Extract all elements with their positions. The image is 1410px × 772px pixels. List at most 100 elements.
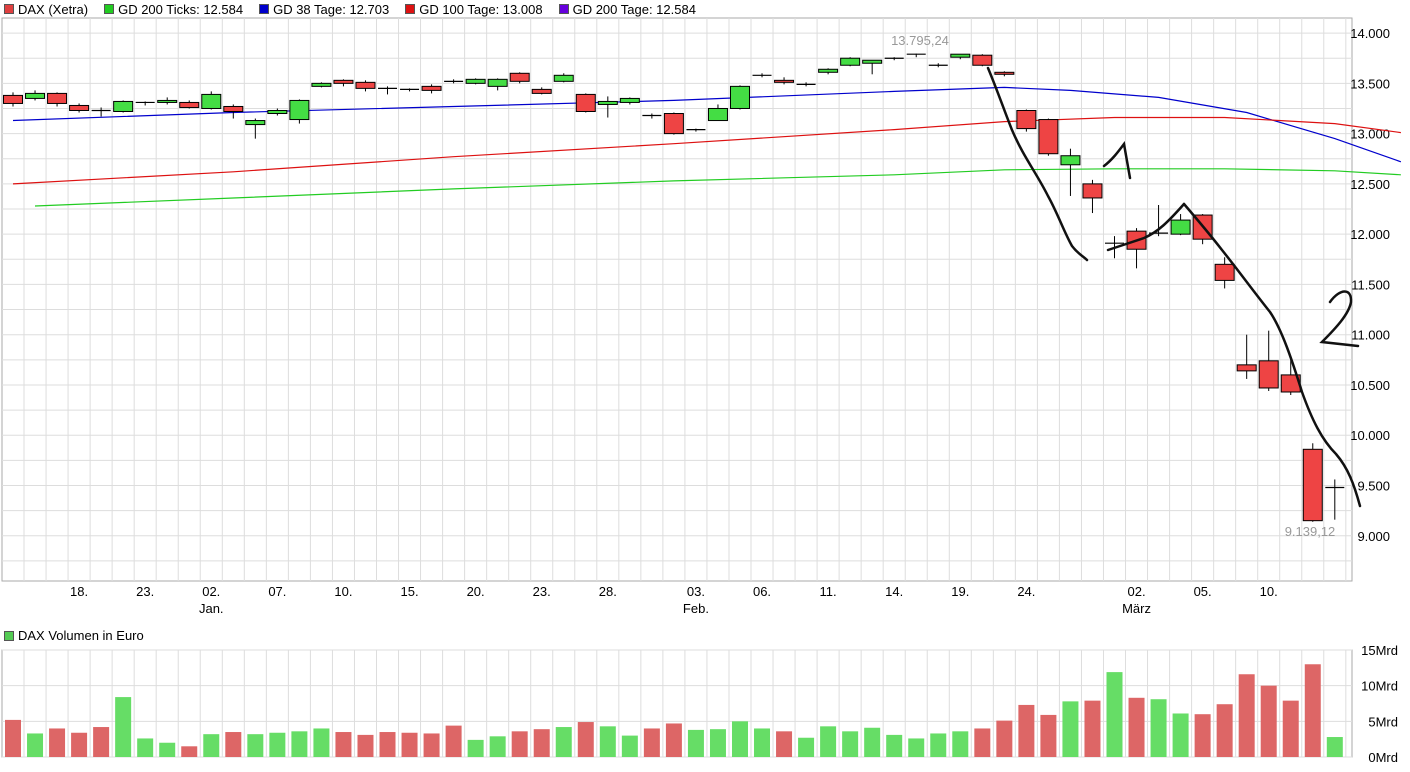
legend-item-dax: DAX (Xetra) xyxy=(4,2,88,17)
volume-panel: 0Mrd 5Mrd 10Mrd 15Mrd xyxy=(1,643,1398,765)
volume-bar xyxy=(181,746,198,757)
candle xyxy=(245,118,266,139)
volume-bar xyxy=(555,727,572,757)
candle-body xyxy=(245,120,266,126)
volume-bar xyxy=(820,726,837,757)
hand-drawn-annotations xyxy=(986,66,1362,508)
moving-average-line xyxy=(12,86,1402,163)
volume-bar xyxy=(886,734,903,757)
price-xtick-label: 28. xyxy=(599,584,617,599)
candle-body xyxy=(840,57,861,66)
price-ytick-label: 12.500 xyxy=(1350,177,1390,192)
legend-label-gd38: GD 38 Tage: 12.703 xyxy=(273,1,390,17)
price-xtick-label: 06. xyxy=(753,584,771,599)
volume-bar xyxy=(159,742,176,757)
candle xyxy=(223,104,244,119)
volume-bar xyxy=(49,728,66,757)
legend-item-gd200-ticks: GD 200 Ticks: 12.584 xyxy=(104,2,243,17)
volume-bar xyxy=(5,719,21,757)
candle-body xyxy=(1214,263,1235,281)
price-xtick-month-label: März xyxy=(1122,601,1151,616)
volume-ytick-label: 10Mrd xyxy=(1361,679,1398,694)
volume-bar xyxy=(798,737,815,757)
candle-body xyxy=(663,113,684,135)
volume-bar xyxy=(731,721,748,757)
candle xyxy=(487,78,508,91)
candle-body xyxy=(267,109,288,115)
candle-body xyxy=(950,53,971,58)
volume-legend-label: DAX Volumen in Euro xyxy=(18,628,144,643)
candle-body xyxy=(3,94,23,104)
low-value-label: 9.139,12 xyxy=(1285,524,1336,539)
candle xyxy=(113,100,134,113)
candle xyxy=(69,103,90,113)
moving-average-line xyxy=(34,168,1401,207)
volume-bar xyxy=(489,736,506,757)
volume-bar xyxy=(776,731,793,757)
volume-bar xyxy=(643,728,660,757)
volume-bar xyxy=(313,728,330,757)
candle-body xyxy=(1060,155,1081,166)
volume-bar xyxy=(291,731,308,757)
volume-bar xyxy=(1282,700,1299,757)
volume-bar xyxy=(1304,664,1321,757)
volume-bar xyxy=(599,726,616,757)
volume-bar xyxy=(225,732,242,757)
volume-bar xyxy=(445,725,462,757)
candle-body xyxy=(1258,360,1279,389)
candle xyxy=(378,86,398,95)
volume-bar xyxy=(137,738,154,757)
price-xtick-label: 10. xyxy=(1260,584,1278,599)
candle xyxy=(333,79,354,87)
price-xtick-label: 20. xyxy=(467,584,485,599)
price-xtick-label: 14. xyxy=(885,584,903,599)
candle-body xyxy=(575,93,596,112)
candle-body xyxy=(1038,119,1059,155)
legend-item-gd100: GD 100 Tage: 13.008 xyxy=(405,1,543,17)
price-xtick-label: 07. xyxy=(268,584,286,599)
volume-bar xyxy=(754,728,771,757)
legend-label-gd200-ticks: GD 200 Ticks: 12.584 xyxy=(118,1,244,17)
candle-body xyxy=(729,85,750,109)
price-xtick-month-label: Jan. xyxy=(199,601,224,616)
volume-bar xyxy=(203,734,220,757)
price-xtick-label: 18. xyxy=(70,584,88,599)
hand-digit-2 xyxy=(1319,290,1360,348)
legend-swatch-gd38 xyxy=(259,4,270,14)
legend-label-gd100: GD 100 Tage: 13.008 xyxy=(419,1,543,17)
candle xyxy=(597,96,618,118)
candle-body xyxy=(994,71,1015,75)
volume-bar xyxy=(357,734,374,757)
candle-body xyxy=(421,85,442,91)
candle-body xyxy=(553,74,574,82)
price-panel: 9.000 9.500 10.000 10.500 11.000 11.500 12.000… xyxy=(1,17,1402,616)
price-ytick-label: 11.000 xyxy=(1351,328,1390,343)
candle xyxy=(1236,334,1257,379)
candle xyxy=(553,73,574,83)
candle xyxy=(729,85,750,110)
price-ytick-label: 13.500 xyxy=(1350,76,1390,91)
volume-bar xyxy=(423,733,440,757)
volume-bar xyxy=(1040,714,1057,757)
volume-bar xyxy=(1326,737,1343,757)
volume-bar xyxy=(1018,704,1035,757)
candle xyxy=(1325,479,1345,520)
candle-body xyxy=(509,72,530,82)
volume-bar xyxy=(511,731,528,757)
candle xyxy=(91,107,111,117)
candle-body xyxy=(201,93,222,109)
candle xyxy=(25,90,46,101)
moving-average-line xyxy=(12,116,1401,185)
volume-legend-swatch xyxy=(4,630,14,641)
candle xyxy=(157,97,178,105)
candle xyxy=(1038,118,1059,156)
candle-body xyxy=(774,79,795,83)
volume-bar xyxy=(71,732,88,757)
candle xyxy=(707,104,728,122)
candle xyxy=(840,57,861,67)
volume-bar xyxy=(1216,704,1233,757)
candle xyxy=(1302,443,1323,522)
candle-body xyxy=(1082,183,1103,199)
volume-bar xyxy=(335,732,352,757)
price-xtick-label: 05. xyxy=(1194,584,1212,599)
